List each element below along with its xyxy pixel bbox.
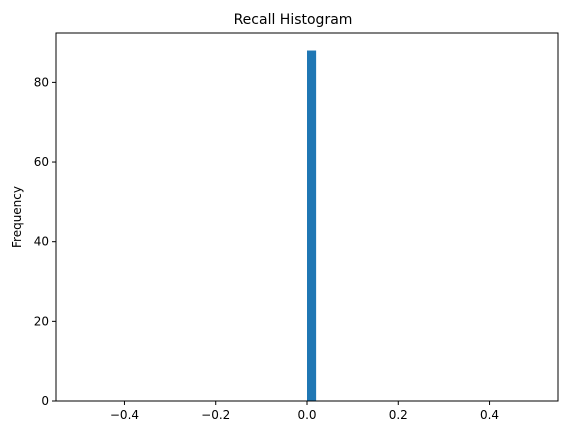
histogram-bar-0 — [307, 50, 317, 402]
bars-group — [307, 50, 317, 402]
x-tick-label: 0.4 — [480, 408, 499, 422]
y-axis-title: Frequency — [10, 186, 24, 248]
y-tick-label: 40 — [34, 235, 49, 249]
y-tick-label: 60 — [34, 155, 49, 169]
x-ticks-group: −0.4 −0.2 0.0 0.2 0.4 — [110, 401, 499, 422]
x-tick-label: −0.2 — [201, 408, 230, 422]
chart-title: Recall Histogram — [234, 12, 353, 28]
plot-frame — [55, 32, 559, 402]
y-tick-label: 80 — [34, 75, 49, 89]
y-tick-label: 0 — [41, 394, 49, 408]
x-tick-label: 0.2 — [389, 408, 408, 422]
x-tick-label: −0.4 — [110, 408, 139, 422]
y-ticks-group: 0 20 40 60 80 — [34, 75, 56, 408]
x-tick-label: 0.0 — [297, 408, 316, 422]
y-tick-label: 20 — [34, 314, 49, 328]
